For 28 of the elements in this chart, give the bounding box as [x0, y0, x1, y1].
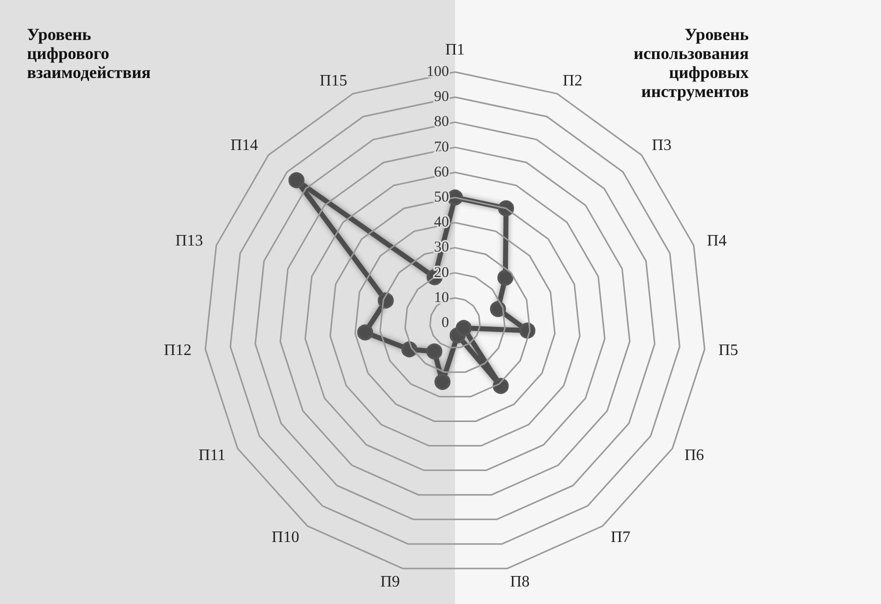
spoke-label: П12	[164, 342, 192, 360]
y-tick-label: 80	[434, 114, 449, 130]
spoke-label: П10	[272, 528, 300, 546]
y-tick-label: 0	[442, 315, 449, 331]
spoke-label: П6	[684, 447, 704, 464]
spoke-label: П3	[652, 137, 672, 154]
y-tick-label: 10	[434, 290, 449, 306]
y-tick-label: 20	[434, 264, 449, 281]
y-tick-label: 30	[434, 240, 449, 256]
y-tick-label: 40	[434, 214, 449, 231]
spoke-label: П11	[198, 447, 226, 464]
y-tick-label: 50	[434, 190, 449, 206]
text: Уровень использования цифровых инструментов	[634, 25, 750, 101]
spoke-label: П1	[445, 42, 465, 58]
y-tick-label: 60	[434, 164, 449, 180]
spoke-label: П14	[230, 137, 258, 154]
y-tick-label: 70	[434, 139, 449, 156]
y-tick-label: 90	[434, 89, 449, 106]
y-tick-label: 100	[426, 64, 449, 80]
spoke-label: П4	[707, 232, 727, 250]
text: Уровень цифрового взаимодействия	[27, 25, 151, 82]
spoke-label: П7	[610, 528, 630, 546]
spoke-label: П15	[320, 72, 348, 90]
spoke-label: П5	[718, 342, 738, 360]
spoke-label: П9	[380, 574, 400, 591]
spoke-label: П13	[175, 232, 203, 250]
spoke-label: П8	[510, 574, 530, 591]
spoke-label: П2	[562, 72, 582, 90]
